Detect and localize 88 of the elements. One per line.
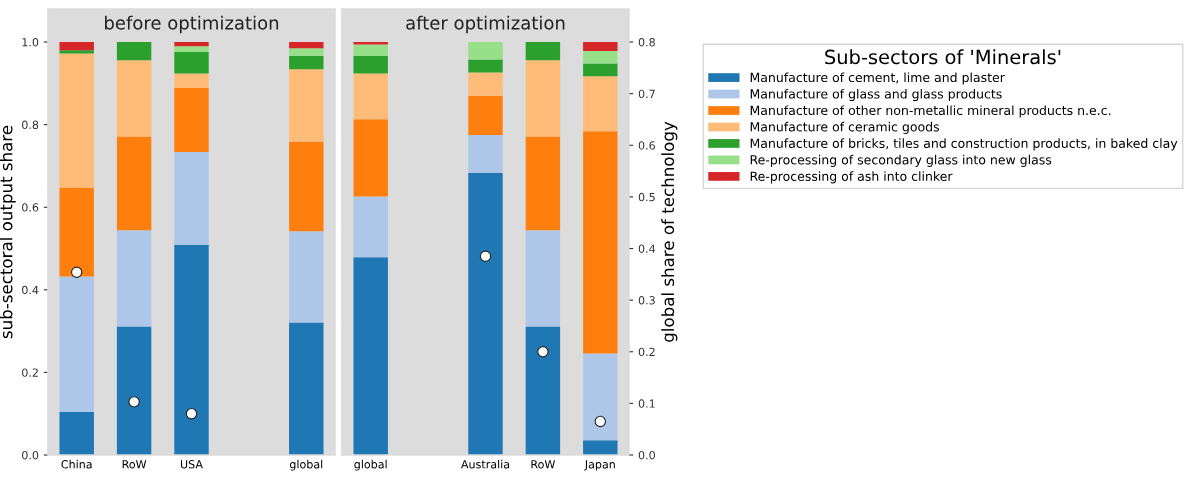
bar xyxy=(353,196,388,258)
x-tick-label: China xyxy=(61,459,92,469)
bar xyxy=(583,63,618,77)
bar xyxy=(59,276,94,412)
y2-tick-label: 0.0 xyxy=(638,450,655,460)
bar xyxy=(583,51,618,64)
y-axis-title: sub-sectoral output share xyxy=(0,125,16,339)
bar xyxy=(289,55,324,70)
bar xyxy=(289,231,324,323)
bar xyxy=(583,440,618,455)
bar xyxy=(116,230,152,327)
x-tick-label: Australia xyxy=(461,459,510,469)
y-tick-label: 0.8 xyxy=(22,120,39,130)
x-tick-label: RoW xyxy=(531,460,556,469)
y2-tick-label: 0.8 xyxy=(638,38,655,47)
x-tick-label: USA xyxy=(180,460,203,469)
bar xyxy=(289,42,324,49)
point xyxy=(594,415,607,428)
bar xyxy=(468,59,503,73)
bar xyxy=(583,131,618,354)
y2-tick-label: 0.3 xyxy=(638,296,655,305)
point xyxy=(479,250,492,262)
legend-label: Manufacture of cement, lime and plaster xyxy=(750,72,1005,85)
bar xyxy=(116,60,152,137)
bar xyxy=(289,322,324,455)
x-tick-label: global xyxy=(354,459,387,471)
y-tick-label: 0.0 xyxy=(22,450,39,460)
bar xyxy=(174,151,209,245)
legend-label: Manufacture of ceramic goods xyxy=(750,121,940,134)
bar xyxy=(59,411,94,455)
bar xyxy=(174,244,209,455)
y2-tick-label: 0.6 xyxy=(638,141,655,150)
bar xyxy=(59,42,94,51)
bar xyxy=(468,95,503,135)
bar xyxy=(353,257,388,455)
bar xyxy=(174,46,209,52)
bar xyxy=(525,136,561,231)
bar xyxy=(59,50,94,54)
bar xyxy=(353,56,388,74)
bar xyxy=(59,187,94,277)
bar xyxy=(525,60,561,137)
y-tick-label: 0.2 xyxy=(22,368,38,377)
bar xyxy=(174,51,209,74)
bar xyxy=(353,42,388,45)
y2-tick-label: 0.7 xyxy=(638,89,655,99)
y2-axis-title: global share of technology xyxy=(661,121,678,342)
legend-label: Re-processing of ash into clinker xyxy=(750,171,953,184)
legend-label: Manufacture of glass and glass products xyxy=(750,88,1002,102)
legend-label: Re-processing of secondary glass into new glass xyxy=(750,154,1052,167)
bar xyxy=(116,42,152,61)
bar xyxy=(174,73,209,88)
bar xyxy=(116,136,152,231)
bar xyxy=(174,42,209,47)
bar xyxy=(525,230,561,327)
x-tick-label: Japan xyxy=(584,460,615,471)
chart-title: after optimization xyxy=(406,15,565,34)
bar xyxy=(468,134,503,173)
y-tick-label: 0.4 xyxy=(22,285,39,295)
y-tick-label: 0.6 xyxy=(22,203,39,212)
point xyxy=(537,346,549,358)
legend-title: Sub-sectors of 'Minerals' xyxy=(825,49,1061,65)
bar xyxy=(353,119,388,197)
y2-tick-label: 0.2 xyxy=(638,347,655,357)
bar xyxy=(353,73,388,120)
bar xyxy=(468,42,503,60)
y2-tick-label: 0.4 xyxy=(638,244,656,253)
bar xyxy=(468,172,503,455)
bar xyxy=(289,141,324,232)
bar xyxy=(353,44,388,57)
bar xyxy=(583,76,618,132)
bar xyxy=(525,326,561,455)
x-tick-label: global xyxy=(289,459,323,471)
bar xyxy=(289,69,324,142)
chart-title: before optimization xyxy=(105,15,279,34)
bar xyxy=(583,42,618,52)
bar xyxy=(59,53,94,188)
bar xyxy=(583,353,618,441)
x-tick-label: RoW xyxy=(122,460,147,469)
y2-tick-label: 0.1 xyxy=(638,399,655,408)
bar xyxy=(468,72,503,96)
y2-tick-label: 0.5 xyxy=(638,192,655,202)
bar xyxy=(289,48,324,56)
bar xyxy=(525,42,561,61)
legend-label: Manufacture of other non-metallic mineral products n.e.c. xyxy=(750,105,1111,118)
bar xyxy=(174,87,209,152)
legend-label: Manufacture of bricks, tiles and construction products, in baked clay xyxy=(750,138,1178,151)
bar xyxy=(116,326,152,455)
y-tick-label: 1.0 xyxy=(22,38,39,47)
